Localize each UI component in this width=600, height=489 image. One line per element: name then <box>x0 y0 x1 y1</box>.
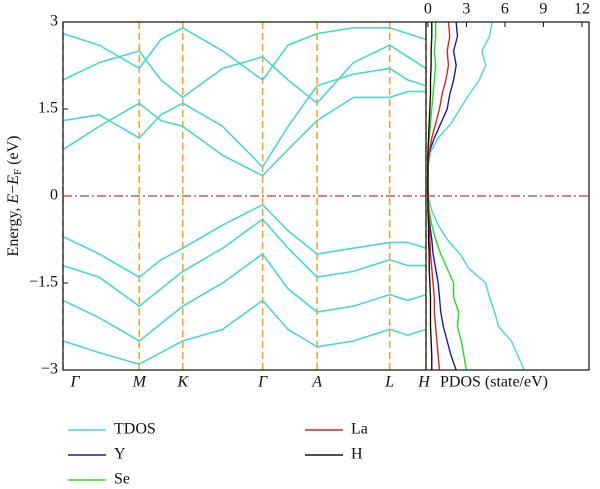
legend-label: H <box>351 446 363 463</box>
band-line <box>62 218 426 308</box>
legend-label: Y <box>114 446 126 463</box>
plot-frame <box>62 21 590 371</box>
y-tick-label: 0 <box>50 187 58 204</box>
x-tick-label: K <box>176 374 189 391</box>
x-tick-label: Γ <box>257 374 268 391</box>
x-axis-label: PDOS (state/eV) <box>440 374 548 391</box>
legend-label: TDOS <box>114 421 156 438</box>
y-tick-label: 3 <box>50 13 58 30</box>
x-tick-label: A <box>311 374 322 391</box>
x-tick-label: H <box>417 374 431 391</box>
band-line <box>62 90 426 177</box>
x-tick-label: L <box>384 374 394 391</box>
band-line <box>62 299 427 366</box>
y-axis-label: Energy, E−EF (eV) <box>5 136 24 257</box>
legend-label: La <box>351 421 368 438</box>
y-tick-label: −3 <box>41 361 58 378</box>
x-tick-label: 12 <box>574 1 590 18</box>
x-tick-label: M <box>132 374 148 391</box>
band-line <box>62 252 427 342</box>
x-tick-label: 6 <box>501 1 509 18</box>
x-tick-label: 0 <box>424 1 432 18</box>
x-tick-label: 3 <box>462 1 470 18</box>
x-tick-label: Γ <box>69 374 80 391</box>
band-line <box>62 26 427 82</box>
y-tick-label: −1.5 <box>29 274 58 291</box>
band-line <box>62 203 427 279</box>
y-tick-label: 1.5 <box>38 100 58 117</box>
band-line <box>62 44 427 105</box>
legend-label: Se <box>114 471 130 488</box>
band-line <box>62 67 427 169</box>
x-tick-label: 9 <box>539 1 547 18</box>
